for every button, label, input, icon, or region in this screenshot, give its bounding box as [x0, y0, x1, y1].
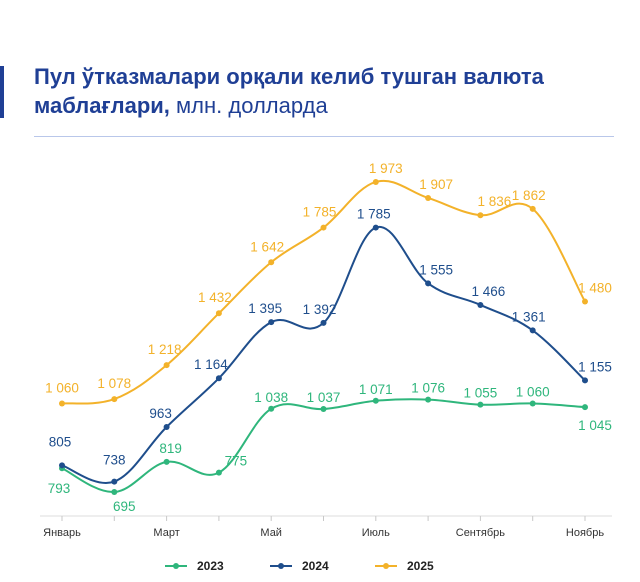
legend-item-2023: 2023 [165, 559, 224, 573]
legend-swatch-marker [173, 563, 179, 569]
data-point-2025 [425, 194, 432, 201]
data-label-2023: 1 071 [359, 382, 393, 397]
data-point-2023 [529, 400, 536, 407]
data-label-2023: 1 060 [516, 384, 550, 399]
series-2025: 1 060 1 078 1 218 1 432 1 642 1 785 1 973 1 907… [45, 161, 612, 407]
data-label-2023: 793 [48, 481, 71, 496]
data-label-2024: 1 392 [303, 302, 337, 317]
series-line-2025 [61, 179, 586, 405]
data-label-2023: 775 [225, 454, 248, 469]
x-tick-label: Июль [362, 527, 390, 539]
data-label-2024: 1 155 [578, 359, 612, 374]
data-label-2025: 1 480 [578, 281, 612, 296]
data-point-2024 [582, 377, 588, 384]
data-label-2023: 1 076 [411, 381, 445, 396]
legend-label: 2024 [302, 559, 329, 573]
chart-title-main: Пул ўтказмалари орқали келиб тушган валю… [34, 64, 544, 118]
data-label-2024: 1 395 [248, 301, 282, 316]
title-divider [34, 136, 614, 137]
data-point-2024 [372, 224, 379, 231]
data-label-2024: 805 [49, 434, 72, 449]
data-point-2024 [268, 319, 275, 326]
data-point-2023 [215, 469, 222, 476]
data-label-2025: 1 907 [419, 177, 453, 192]
data-label-2023: 1 045 [578, 418, 612, 433]
chart-title: Пул ўтказмалари орқали келиб тушган валю… [34, 62, 624, 120]
data-point-2023 [163, 458, 170, 465]
x-tick-label: Сентябрь [456, 527, 506, 539]
data-point-2023 [320, 406, 327, 413]
data-label-2025: 1 432 [198, 290, 232, 305]
series-2024: 805 738 963 1 164 1 395 1 392 1 785 1 555 1 466 1… [49, 207, 612, 485]
data-point-2024 [215, 375, 222, 382]
x-tick-label: Март [153, 527, 179, 539]
data-point-2025 [111, 396, 118, 403]
data-point-2025 [163, 362, 170, 369]
chart-title-unit: млн. долларда [176, 93, 328, 118]
data-label-2025: 1 060 [45, 380, 79, 395]
data-label-2025: 1 785 [303, 205, 337, 220]
data-point-2023 [268, 405, 275, 412]
data-label-2025: 1 862 [512, 188, 546, 203]
data-label-2024: 1 555 [419, 262, 453, 277]
data-label-2023: 695 [113, 499, 136, 514]
data-point-2024 [425, 280, 432, 287]
data-label-2024: 963 [149, 406, 172, 421]
data-label-2024: 1 466 [472, 284, 506, 299]
data-label-2024: 1 785 [357, 207, 391, 222]
data-label-2023: 1 037 [307, 390, 341, 405]
data-point-2023 [477, 401, 484, 408]
data-point-2023 [111, 489, 118, 495]
data-point-2025 [215, 310, 222, 317]
x-tick-label: Май [260, 527, 282, 539]
series-line-2023 [61, 398, 586, 494]
legend-item-2025: 2025 [375, 559, 434, 573]
data-label-2024: 738 [103, 453, 126, 468]
data-point-2023 [425, 396, 432, 403]
legend-swatch-marker [278, 563, 284, 569]
data-point-2023 [372, 397, 379, 404]
legend-label: 2025 [407, 559, 434, 573]
x-tick-label: Январь [43, 527, 81, 539]
data-label-2025: 1 218 [148, 342, 182, 357]
legend-item-2024: 2024 [270, 559, 329, 573]
legend-swatch-marker [383, 563, 389, 569]
x-tick-label: Ноябрь [566, 527, 604, 539]
data-point-2023 [582, 404, 588, 411]
data-label-2023: 1 038 [254, 390, 288, 405]
legend-label: 2023 [197, 559, 224, 573]
data-point-2024 [477, 301, 484, 308]
data-label-2025: 1 836 [478, 194, 512, 209]
data-label-2025: 1 078 [97, 376, 131, 391]
data-point-2025 [582, 298, 588, 305]
data-point-2024 [111, 478, 118, 485]
series-2023: 793 695 819 775 1 038 1 037 1 071 1 076 1 055 1 0… [48, 381, 612, 514]
data-label-2025: 1 973 [369, 161, 403, 176]
data-point-2024 [529, 327, 536, 334]
data-point-2025 [320, 224, 327, 231]
data-point-2025 [59, 400, 65, 407]
data-label-2023: 1 055 [464, 386, 498, 401]
data-point-2024 [163, 423, 170, 430]
data-point-2025 [372, 178, 379, 185]
data-label-2024: 1 361 [512, 309, 546, 324]
data-label-2024: 1 164 [194, 357, 228, 372]
data-point-2024 [320, 319, 327, 326]
data-label-2023: 819 [159, 441, 182, 456]
data-point-2024 [59, 462, 65, 469]
data-label-2025: 1 642 [250, 239, 284, 254]
data-point-2025 [529, 205, 536, 212]
data-point-2025 [268, 259, 275, 266]
title-accent-bar [0, 66, 4, 118]
data-point-2025 [477, 212, 484, 219]
series-line-2024 [61, 226, 586, 484]
